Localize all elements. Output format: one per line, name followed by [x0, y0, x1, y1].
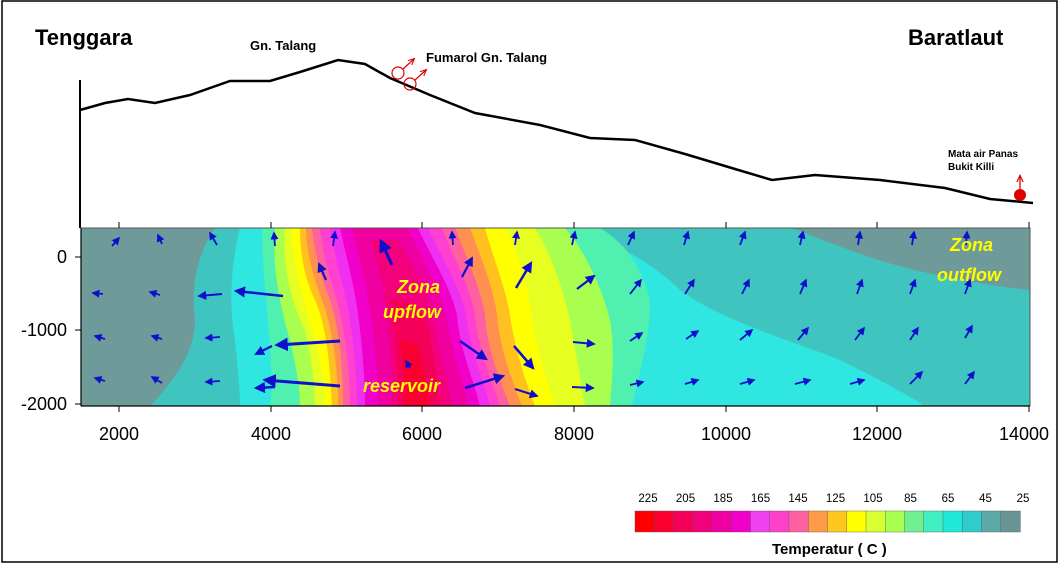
legend-swatch: [731, 510, 752, 533]
legend-swatch: [711, 510, 732, 533]
reservoir-label: reservoir: [363, 376, 441, 396]
legend-label: 125: [826, 493, 845, 505]
upflow-zone-label-2: upflow: [383, 302, 442, 322]
legend-swatch: [923, 510, 944, 533]
x-tick-label: 8000: [554, 424, 594, 444]
legend-swatch: [750, 510, 771, 533]
direction-left-label: Tenggara: [35, 25, 133, 50]
x-tick-label: 6000: [402, 424, 442, 444]
y-tick-label: 0: [57, 247, 67, 267]
legend-swatch: [808, 510, 829, 533]
legend-swatches: [634, 510, 1021, 533]
legend-label: 165: [751, 493, 770, 505]
legend-swatch: [654, 510, 675, 533]
legend-swatch: [942, 510, 963, 533]
x-axis-labels: 2000 4000 6000 8000 10000 12000 14000: [99, 424, 1049, 444]
flow-vectors: [91, 230, 975, 399]
legend-swatch: [846, 510, 867, 533]
legend-swatch: [885, 510, 906, 533]
y-axis-labels: 0 -1000 -2000: [21, 247, 67, 414]
outflow-zone-label-2: outflow: [937, 265, 1002, 285]
legend-label: 225: [638, 493, 657, 505]
x-tick-label: 14000: [999, 424, 1049, 444]
legend-label: 105: [863, 493, 882, 505]
legend-swatch: [1000, 510, 1021, 533]
legend-swatch: [769, 510, 790, 533]
legend-label: 65: [942, 493, 955, 505]
legend-label: 45: [979, 493, 992, 505]
legend-swatch: [788, 510, 809, 533]
legend-swatch: [865, 510, 886, 533]
x-axis-ticks: [75, 222, 1030, 412]
y-tick-label: -2000: [21, 394, 67, 414]
peak-label: Gn. Talang: [250, 38, 316, 53]
legend-swatch: [692, 510, 713, 533]
upflow-zone-label: Zona: [396, 277, 440, 297]
direction-right-label: Baratlaut: [908, 25, 1004, 50]
x-tick-label: 2000: [99, 424, 139, 444]
hot-spring-label: Mata air Panas: [948, 149, 1018, 160]
legend-swatch: [827, 510, 848, 533]
legend-swatch: [673, 510, 694, 533]
temperature-section: [81, 228, 1030, 406]
x-tick-label: 4000: [251, 424, 291, 444]
x-tick-label: 10000: [701, 424, 751, 444]
legend-swatch: [904, 510, 925, 533]
fumarole-label: Fumarol Gn. Talang: [426, 50, 547, 65]
legend-label: 85: [904, 493, 917, 505]
legend-labels: 225 205 185 165 145 125 105 85 65 45 25: [638, 493, 1029, 505]
legend-label: 205: [676, 493, 695, 505]
temperature-legend: 225 205 185 165 145 125 105 85 65 45 25 Temperatur…: [634, 493, 1029, 558]
hot-spring-icon: [1014, 176, 1026, 201]
outflow-zone-label: Zona: [949, 235, 993, 255]
legend-label: 145: [788, 493, 807, 505]
hot-spring-label-2: Bukit Killi: [948, 162, 994, 173]
legend-swatch: [634, 510, 655, 533]
topography-profile: [79, 58, 1034, 205]
legend-label: 185: [713, 493, 732, 505]
legend-swatch: [981, 510, 1002, 533]
legend-label: 25: [1017, 493, 1030, 505]
y-tick-label: -1000: [21, 320, 67, 340]
legend-title: Temperatur ( C ): [772, 541, 887, 558]
x-tick-label: 12000: [852, 424, 902, 444]
fumarole-icon: [391, 59, 426, 91]
legend-swatch: [962, 510, 983, 533]
